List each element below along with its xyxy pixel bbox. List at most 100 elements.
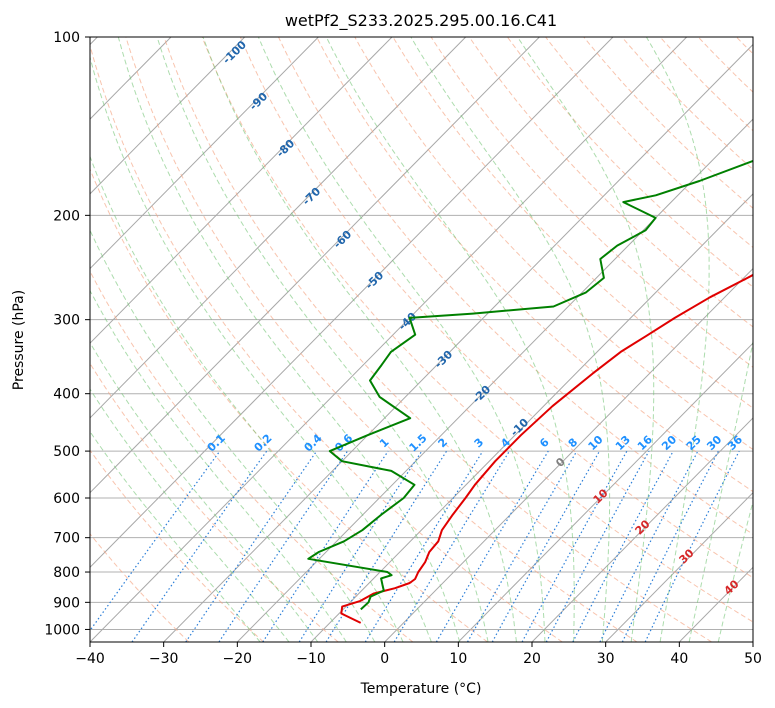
mixing-ratio-line [572,450,674,642]
x-tick-label: 20 [523,651,541,667]
isotherm-line [163,43,753,642]
moist-adiabat-line [517,37,655,642]
moist-adiabat-label: 10 [591,486,611,506]
y-tick-label: 200 [53,208,80,224]
dry-adiabat-line [736,37,753,55]
isotherm-label: -60 [331,228,355,251]
mixing-ratio-line [262,450,389,642]
sounding-profiles [307,159,753,624]
mixing-ratio-line [325,450,448,642]
moist-adiabat-line [117,37,461,642]
isotherm-label: -70 [300,185,324,208]
isotherm-line [90,37,246,195]
zero-isotherm-label: 0 [553,455,568,470]
isotherm-line [90,37,614,568]
y-tick-label: 100 [53,30,80,46]
mixing-ratio-line [521,450,628,642]
moist-adiabat-line [90,55,432,642]
mixing-ratio-line [545,450,650,642]
moist-adiabat-line [156,37,489,642]
moist-adiabat-line [645,37,710,642]
moist-adiabat-line [202,37,517,642]
mixing-ratio-line [599,450,699,642]
moist-adiabat-line [717,499,753,642]
mixing-ratio-line [393,450,510,642]
moist-adiabat-line [410,37,611,642]
isotherm-line [90,37,393,344]
y-tick-label: 300 [53,313,80,329]
dry-adiabat-line [392,37,753,409]
dry-adiabat-line [90,362,339,642]
temperature-profile-line [340,273,753,624]
isotherm-line [678,566,753,642]
dry-adiabat-line [239,37,753,579]
moist-adiabat-line [90,155,404,642]
moist-adiabat-line [90,341,319,642]
y-tick-label: 600 [53,491,80,507]
dry-adiabat-line [201,37,753,623]
mixing-ratio-label: 8 [566,436,581,451]
dry-adiabat-line [430,37,753,368]
mixing-ratio-line [90,450,221,632]
mixing-ratio-label: 25 [684,433,704,453]
moist-adiabat-line [90,289,347,642]
y-tick-label: 700 [53,531,80,547]
dry-adiabat-line [278,37,753,535]
mixing-ratio-label: 4 [498,435,513,450]
mixing-ratio-line [298,450,423,642]
mixing-ratio-line [435,450,549,642]
moist-adiabat-line [90,229,376,642]
dry-adiabat-line [316,37,753,493]
y-tick-label: 1000 [44,622,80,638]
y-tick-label: 500 [53,444,80,460]
dry-adiabat-line [90,449,264,642]
x-tick-label: 30 [597,651,615,667]
moist-adiabat-label: 40 [722,577,742,597]
isotherm-line [90,37,467,419]
x-tick-label: 10 [449,651,467,667]
x-tick-label: 40 [670,651,688,667]
isotherm-line [531,417,753,642]
isopleth-labels: -100-90-80-70-60-50-40-30-20-10010203040… [205,38,746,597]
dry-adiabat-line [468,37,753,328]
mixing-ratio-label: 3 [472,436,487,451]
mixing-ratio-line [491,450,601,642]
mixing-ratio-label: 6 [537,435,552,450]
dry-adiabat-line [90,533,190,642]
mixing-ratio-label: 2 [436,436,451,451]
isotherm-line [457,342,753,642]
isotherm-line [310,193,753,642]
dewpoint-profile-line [307,159,753,611]
isotherm-line [236,118,753,642]
mixing-ratio-line [131,450,268,642]
isotherm-label: -100 [220,38,249,67]
x-tick-label: −20 [223,651,253,667]
mixing-ratio-label: 36 [725,433,745,453]
mixing-ratio-line [364,450,484,642]
dry-adiabat-line [659,37,753,132]
dry-adiabat-line [354,37,753,451]
dry-adiabat-line [90,270,414,642]
isotherm-line [90,37,540,494]
x-tick-label: 50 [744,651,762,667]
x-tick-label: 0 [380,651,389,667]
background-lines [90,37,753,642]
isotherm-line [752,641,753,642]
isotherm-line [384,267,753,642]
dry-adiabat-line [90,167,488,642]
mixing-ratio-label: 13 [613,433,633,453]
isotherm-label: -40 [396,310,420,333]
mixing-ratio-line [185,450,318,642]
x-tick-label: −40 [75,651,105,667]
mixing-ratio-line [644,450,740,642]
mixing-ratio-line [621,450,719,642]
moist-adiabat-line [90,388,290,642]
x-tick-label: −10 [296,651,326,667]
moist-adiabat-line [257,37,546,642]
dry-adiabat-line [697,37,753,93]
isotherm-label: -50 [363,269,387,292]
isotherm-line [90,37,688,642]
dry-adiabat-line [545,37,753,249]
moist-adiabat-line [688,339,753,642]
y-axis-title: Pressure (hPa) [11,290,27,390]
